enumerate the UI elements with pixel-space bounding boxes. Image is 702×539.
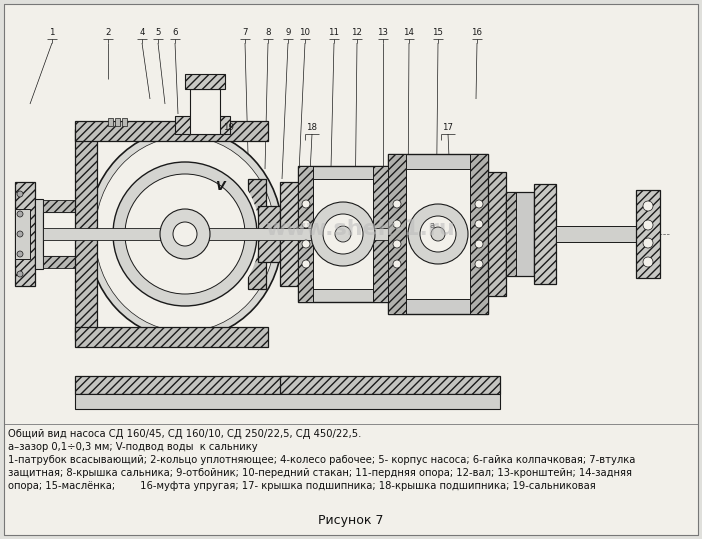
Circle shape (17, 191, 23, 197)
Ellipse shape (110, 154, 260, 314)
Bar (43, 212, 88, 256)
Circle shape (17, 271, 23, 277)
Bar (190, 89, 220, 134)
Circle shape (475, 200, 483, 208)
Bar (248, 179, 266, 289)
Bar (115, 118, 120, 126)
Circle shape (17, 211, 23, 217)
Circle shape (475, 260, 483, 268)
Bar (298, 166, 388, 302)
Bar (280, 376, 500, 394)
Ellipse shape (95, 136, 275, 331)
Circle shape (335, 226, 351, 242)
Bar (43, 256, 88, 268)
Text: 16: 16 (472, 28, 482, 37)
Circle shape (643, 220, 653, 230)
Circle shape (643, 257, 653, 267)
Text: 10: 10 (300, 28, 310, 37)
Circle shape (475, 220, 483, 228)
Text: 17: 17 (442, 123, 453, 132)
Circle shape (420, 216, 456, 252)
Bar (122, 118, 127, 126)
Circle shape (311, 202, 375, 266)
Circle shape (302, 220, 310, 228)
Text: защитная; 8-крышка сальника; 9-отбойник; 10-передний стакан; 11-пердняя опора; 1: защитная; 8-крышка сальника; 9-отбойник;… (8, 468, 632, 478)
Bar (298, 166, 313, 302)
Bar (313, 179, 373, 289)
Bar (488, 172, 506, 296)
Circle shape (393, 220, 401, 228)
Bar (470, 154, 488, 314)
Circle shape (302, 260, 310, 268)
Bar (298, 186, 328, 282)
Circle shape (323, 214, 363, 254)
Circle shape (408, 204, 468, 264)
Text: 13: 13 (378, 28, 388, 37)
Bar (258, 206, 280, 262)
Text: 6: 6 (172, 28, 178, 37)
Bar (75, 129, 97, 339)
Bar (43, 200, 88, 212)
Bar (75, 394, 500, 409)
Circle shape (643, 201, 653, 211)
Circle shape (643, 238, 653, 248)
Bar (280, 182, 298, 286)
Circle shape (17, 251, 23, 257)
Bar (75, 327, 268, 347)
Bar (506, 192, 534, 276)
Circle shape (302, 240, 310, 248)
Circle shape (393, 260, 401, 268)
Circle shape (17, 231, 23, 237)
Circle shape (302, 200, 310, 208)
Text: 18: 18 (307, 123, 317, 132)
Text: a: a (430, 222, 435, 231)
Bar (388, 154, 488, 314)
Bar (506, 192, 516, 276)
Bar (15, 182, 35, 286)
Circle shape (125, 174, 245, 294)
Text: 5: 5 (155, 28, 161, 37)
Circle shape (475, 240, 483, 248)
Bar (636, 190, 660, 278)
Text: 12: 12 (352, 28, 362, 37)
Text: www.shelf-1.ru: www.shelf-1.ru (265, 219, 455, 239)
Text: а–зазор 0,1÷0,3 мм; V-подвод воды  к сальнику: а–зазор 0,1÷0,3 мм; V-подвод воды к саль… (8, 442, 258, 452)
Text: 1-патрубок всасывающий; 2-кольцо уплотняющее; 4-колесо рабочее; 5- корпус насоса: 1-патрубок всасывающий; 2-кольцо уплотня… (8, 455, 635, 465)
Text: опора; 15-маслёнка;        16-муфта упругая; 17- крышка подшипника; 18-крышка по: опора; 15-маслёнка; 16-муфта упругая; 17… (8, 481, 596, 491)
Text: V: V (216, 179, 225, 192)
Bar (556, 226, 656, 242)
Text: 7: 7 (242, 28, 248, 37)
Text: 4: 4 (139, 28, 145, 37)
Circle shape (393, 200, 401, 208)
Bar (75, 121, 268, 141)
Circle shape (431, 227, 445, 241)
Ellipse shape (88, 129, 282, 339)
Circle shape (113, 162, 257, 306)
Bar (15, 209, 30, 259)
Text: 14: 14 (404, 28, 414, 37)
Bar (75, 376, 295, 394)
Circle shape (160, 209, 210, 259)
Bar (175, 116, 230, 134)
Text: 2: 2 (105, 28, 111, 37)
Text: 19: 19 (223, 123, 234, 132)
Circle shape (173, 222, 197, 246)
Bar (35, 199, 43, 269)
Bar (108, 118, 113, 126)
Circle shape (393, 240, 401, 248)
Text: 9: 9 (285, 28, 291, 37)
Text: Общий вид насоса СД 160/45, СД 160/10, СД 250/22,5, СД 450/22,5.: Общий вид насоса СД 160/45, СД 160/10, С… (8, 429, 362, 439)
Text: Рисунок 7: Рисунок 7 (318, 514, 384, 527)
Text: 8: 8 (265, 28, 271, 37)
Bar (406, 169, 470, 299)
Bar (185, 74, 225, 89)
Text: 15: 15 (432, 28, 444, 37)
Bar (534, 184, 556, 284)
Bar (43, 228, 623, 240)
Text: 11: 11 (329, 28, 340, 37)
Bar (373, 166, 388, 302)
Bar (388, 154, 406, 314)
Text: 1: 1 (49, 28, 55, 37)
